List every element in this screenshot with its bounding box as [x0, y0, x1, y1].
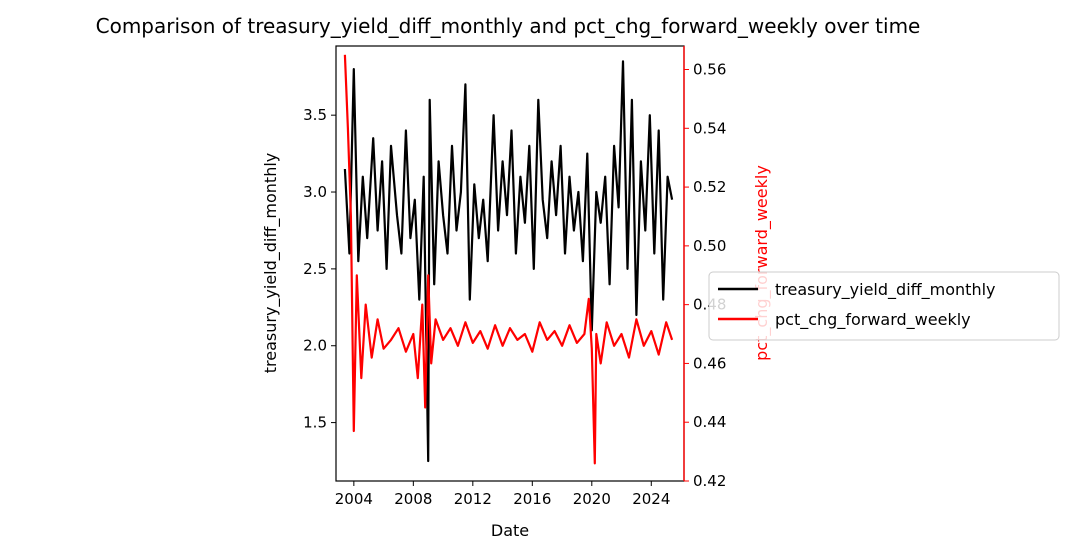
legend-label-treasury: treasury_yield_diff_monthly: [775, 280, 996, 300]
x-tick-label: 2024: [632, 490, 670, 508]
legend-label-pct-chg: pct_chg_forward_weekly: [775, 310, 971, 330]
y-left-tick-label: 2.5: [303, 260, 327, 278]
x-tick-label: 2004: [335, 490, 373, 508]
chart-title: Comparison of treasury_yield_diff_monthl…: [96, 14, 921, 38]
y-axis-left: 1.5 2.0 2.5 3.0 3.5: [303, 106, 336, 432]
x-tick-label: 2008: [394, 490, 432, 508]
y-left-tick-label: 1.5: [303, 414, 327, 432]
x-axis: 2004 2008 2012 2016 2020 2024: [335, 481, 670, 508]
x-tick-label: 2020: [573, 490, 611, 508]
series-line-treasury-yield-diff-monthly: [343, 60, 674, 463]
y-left-tick-label: 2.0: [303, 337, 327, 355]
x-axis-label: Date: [491, 521, 529, 540]
y-right-tick-label: 0.52: [693, 178, 726, 196]
series-line-pct-chg-forward-weekly: [343, 54, 674, 465]
y-right-tick-label: 0.44: [693, 413, 726, 431]
y-right-tick-label: 0.50: [693, 237, 726, 255]
y-right-tick-label: 0.42: [693, 472, 726, 490]
y-right-tick-label: 0.56: [693, 61, 726, 79]
y-right-tick-label: 0.46: [693, 354, 726, 372]
x-tick-label: 2012: [454, 490, 492, 508]
series-layer: [343, 54, 674, 465]
y-left-tick-label: 3.5: [303, 106, 327, 124]
y-right-tick-label: 0.54: [693, 119, 726, 137]
legend-box: [708, 271, 1060, 341]
legend: treasury_yield_diff_monthly pct_chg_forw…: [708, 271, 1060, 341]
y-axis-left-label: treasury_yield_diff_monthly: [261, 153, 281, 374]
x-tick-label: 2016: [513, 490, 551, 508]
y-left-tick-label: 3.0: [303, 183, 327, 201]
